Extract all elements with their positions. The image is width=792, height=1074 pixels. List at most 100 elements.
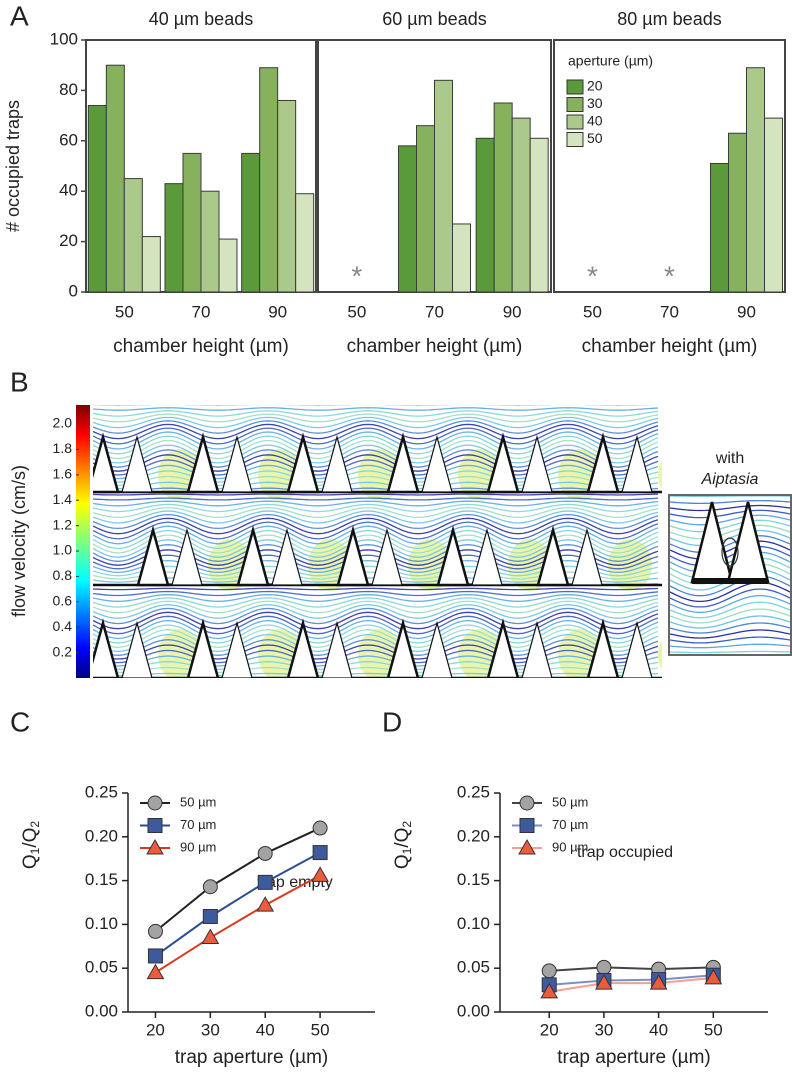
trap-post: [186, 432, 220, 494]
streamline: [93, 497, 659, 501]
y-axis-label-part: Q: [20, 854, 41, 869]
streamline: [93, 655, 659, 667]
bar: [710, 162, 729, 293]
streamline: [93, 517, 659, 535]
streamline: [93, 513, 659, 530]
streamline: [93, 624, 659, 644]
chart-title: 80 µm beads: [617, 9, 721, 29]
streamline: [93, 615, 659, 635]
streamline: [670, 643, 790, 649]
streamline: [93, 454, 659, 472]
trap-post: [93, 432, 120, 494]
streamline: [93, 629, 659, 648]
annotation: trap occupied: [577, 844, 673, 861]
streamline: [670, 551, 790, 573]
y-axis-label-part: /Q: [392, 828, 413, 848]
legend-label: 40: [587, 113, 603, 129]
colorbar-tick-label: 0.8: [53, 567, 73, 583]
x-axis-label: trap aperture (µm): [175, 1047, 329, 1068]
legend-label: 50: [587, 130, 603, 146]
series-line: [549, 976, 714, 993]
trap-post: [421, 434, 453, 493]
inset-frame: [668, 494, 792, 656]
streamline: [93, 604, 659, 619]
marker: [147, 948, 163, 964]
bar: [259, 67, 279, 293]
x-tick-label: 50: [704, 1020, 723, 1039]
legend-label: 20: [587, 78, 603, 94]
streamline: [93, 666, 659, 674]
trap-post: [186, 618, 220, 678]
bar: [123, 178, 143, 293]
marker: [201, 928, 220, 945]
trap-post: [486, 432, 520, 494]
streamline: [93, 487, 659, 493]
streamline: [670, 489, 790, 491]
y-axis-label-part: 1: [400, 847, 414, 854]
marker: [596, 959, 612, 975]
streamline: [93, 423, 659, 440]
series-line: [154, 851, 321, 957]
colorbar-tick-label: 2.0: [53, 415, 73, 431]
streamline: [93, 427, 659, 445]
series-line: [549, 974, 714, 986]
colorbar-tick-label: 0.4: [53, 618, 73, 634]
streamline: [93, 521, 659, 540]
x-tick-label: 50: [583, 302, 602, 321]
y-axis-label: Q1/Q2: [392, 821, 414, 870]
legend-swatch: [566, 114, 584, 130]
colorbar-tick-label: 1.8: [53, 440, 73, 456]
trap-post: [386, 618, 420, 678]
marker: [257, 874, 273, 890]
inset-label: with: [715, 450, 744, 467]
trap-post: [586, 432, 620, 494]
trap-post: [286, 432, 320, 494]
y-tick-label: 20: [59, 231, 78, 250]
colorbar-tick-label: 1.0: [53, 542, 73, 558]
streamline: [93, 449, 659, 468]
fast-zone: [658, 640, 662, 670]
legend-label: 50 µm: [552, 794, 588, 809]
streamline: [670, 636, 790, 644]
panel-label: B: [10, 366, 29, 397]
streamline: [670, 504, 790, 512]
y-axis-label-part: 2: [28, 821, 42, 828]
x-tick-label: 30: [594, 1020, 613, 1039]
x-tick-label: 70: [425, 302, 444, 321]
y-axis-label: Q1/Q2: [20, 821, 42, 870]
x-tick-label: 40: [256, 1020, 275, 1039]
trap-post: [521, 620, 553, 678]
trap-post: [586, 618, 620, 678]
bar: [218, 238, 238, 293]
plot-frame: [553, 39, 786, 293]
y-tick-label: 0.20: [457, 826, 490, 845]
streamline: [93, 679, 658, 680]
y-tick-label: 0.15: [457, 870, 490, 889]
bar: [277, 99, 297, 293]
y-tick-label: 0.15: [85, 870, 118, 889]
fast-zone: [658, 460, 662, 490]
marker: [519, 818, 535, 833]
x-tick-label: 20: [540, 1020, 559, 1039]
marker: [312, 845, 328, 861]
streamline: [670, 514, 790, 526]
trap-post: [236, 525, 270, 587]
streamline: [93, 644, 659, 660]
streamline: [93, 649, 659, 664]
streamline: [670, 581, 790, 603]
bar: [728, 132, 747, 293]
streamline: [670, 650, 790, 654]
y-tick-label: 0.00: [457, 1001, 490, 1020]
trap-post: [286, 618, 320, 678]
marker: [257, 845, 273, 861]
streamline: [93, 600, 659, 614]
y-tick-label: 0: [69, 281, 78, 300]
streamline: [93, 661, 659, 670]
x-tick-label: 40: [649, 1020, 668, 1039]
bar: [416, 125, 435, 293]
streamline: [93, 464, 659, 480]
x-tick-label: 90: [268, 302, 287, 321]
trap-post: [371, 527, 403, 586]
x-tick-label: 20: [146, 1020, 165, 1039]
